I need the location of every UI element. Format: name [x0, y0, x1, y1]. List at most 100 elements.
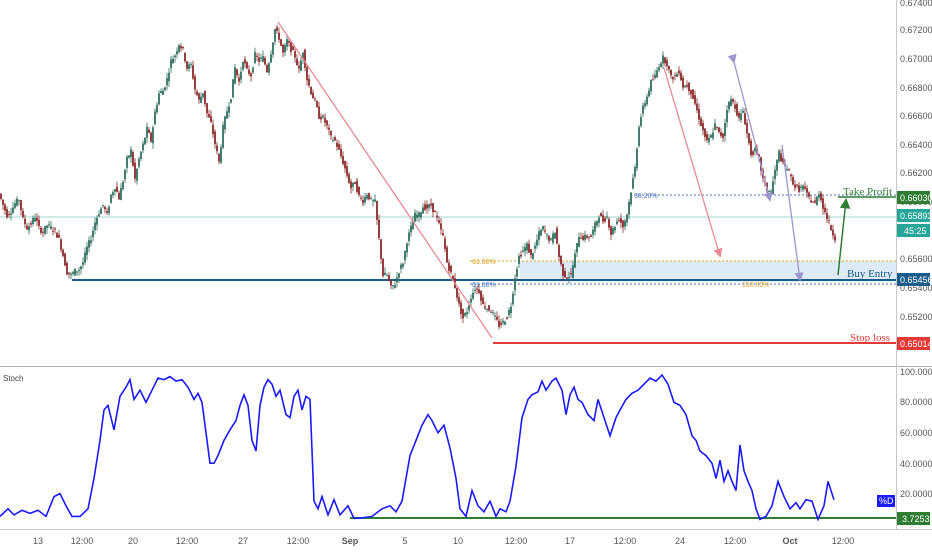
candle-body	[778, 150, 780, 162]
candle-body	[108, 206, 110, 214]
time-tick: 12:00	[505, 536, 528, 546]
candle-body	[594, 222, 596, 232]
candle-body	[722, 133, 724, 138]
candle-body	[32, 218, 34, 224]
candle-body	[320, 116, 322, 120]
candle-body	[204, 90, 206, 104]
candle-body	[46, 225, 48, 229]
candle-body	[394, 285, 396, 288]
candle-body	[650, 79, 652, 92]
candle-body	[334, 137, 336, 141]
stop-loss-tag: 0.65014	[900, 339, 932, 349]
candle-body	[464, 313, 466, 316]
candle-body	[316, 101, 318, 108]
candle-body	[528, 243, 530, 253]
candle-body	[588, 236, 590, 238]
candle-body	[14, 203, 16, 208]
candle-body	[622, 220, 624, 228]
candle-body	[634, 167, 636, 177]
candle-body	[552, 233, 554, 243]
candle-body	[752, 151, 754, 155]
candle-body	[376, 200, 378, 220]
take-profit-label: Take Profit	[843, 186, 892, 198]
candle-body	[652, 79, 654, 81]
candle-body	[780, 153, 782, 162]
candle-body	[144, 137, 146, 145]
candle-body	[520, 254, 522, 257]
candle-body	[160, 91, 162, 94]
candle-body	[34, 218, 36, 222]
candle-body	[350, 181, 352, 189]
time-axis: 13 12:00 20 12:00 27 12:00 Sep 5 10 12:0…	[33, 536, 854, 546]
price-tags: 0.66030 0.65893 45:25 0.65456 0.65014 3.…	[877, 191, 932, 525]
candle-body	[318, 106, 320, 119]
candle-body	[356, 180, 358, 193]
candle-body	[24, 218, 26, 225]
candle-body	[486, 308, 488, 310]
candle-body	[556, 228, 558, 244]
candle-body	[324, 117, 326, 123]
candle-body	[186, 61, 188, 69]
candle-body	[798, 185, 800, 192]
candle-body	[770, 191, 772, 193]
candle-body	[790, 174, 792, 177]
candle-body	[396, 277, 398, 283]
candle-body	[330, 131, 332, 136]
candle-body	[678, 70, 680, 74]
price-tick: 0.65200	[900, 312, 932, 322]
candle-body	[834, 235, 836, 241]
candle-body	[740, 113, 742, 121]
candle-body	[256, 55, 258, 57]
candle-body	[502, 320, 504, 323]
candle-body	[38, 219, 40, 226]
candle-body	[416, 214, 418, 218]
candle-body	[146, 126, 148, 138]
candle-body	[468, 305, 470, 311]
candle-body	[592, 229, 594, 235]
candle-body	[506, 317, 508, 319]
candle-body	[130, 149, 132, 158]
candle-body	[244, 59, 246, 64]
candle-body	[618, 219, 620, 221]
time-tick: 12:00	[71, 536, 94, 546]
candle-body	[666, 60, 668, 67]
candle-body	[264, 57, 266, 65]
take-profit-tag: 0.66030	[900, 193, 932, 203]
candle-body	[266, 65, 268, 73]
candle-body	[296, 58, 298, 66]
candle-body	[364, 196, 366, 203]
candle-body	[490, 311, 492, 313]
candle-body	[460, 302, 462, 314]
annotations: Take Profit Buy Entry Stop loss	[843, 186, 893, 344]
candle-body	[240, 71, 242, 80]
candle-body	[98, 214, 100, 217]
candle-body	[804, 186, 806, 189]
candle-body	[808, 192, 810, 197]
time-tick: Sep	[342, 536, 359, 546]
candle-body	[116, 186, 118, 192]
candle-body	[672, 76, 674, 80]
candle-body	[626, 214, 628, 223]
candle-body	[200, 96, 202, 103]
candle-body	[728, 101, 730, 110]
buy-entry-tag-bg	[897, 273, 930, 286]
candle-body	[428, 204, 430, 208]
candle-body	[408, 232, 410, 241]
candle-body	[664, 57, 666, 64]
price-tick: 0.65400	[900, 283, 932, 293]
candle-body	[214, 131, 216, 145]
candle-body	[272, 42, 274, 55]
candle-body	[338, 144, 340, 150]
candle-body	[816, 196, 818, 206]
candle-body	[696, 103, 698, 111]
candle-body	[644, 103, 646, 107]
current-price-tag-bg	[897, 209, 930, 222]
candle-body	[360, 197, 362, 199]
candle-body	[250, 73, 252, 77]
stoch-baseline-tag-bg	[897, 512, 930, 525]
candle-body	[258, 57, 260, 62]
candle-body	[156, 104, 158, 113]
candle-body	[544, 230, 546, 232]
candle-body	[508, 309, 510, 316]
